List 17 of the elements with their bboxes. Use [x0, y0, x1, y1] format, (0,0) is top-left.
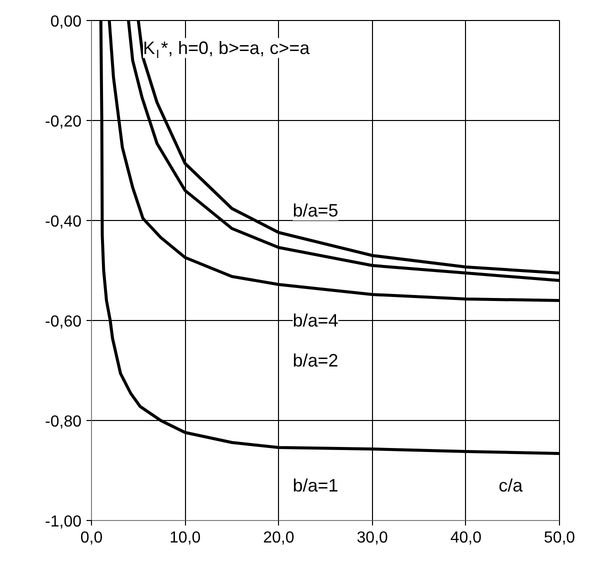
y-tick-label: -1,00 [45, 514, 82, 530]
x-tick-label: 40,0 [450, 530, 482, 546]
x-axis-title: c/a [498, 476, 524, 496]
x-tick-label: 30,0 [356, 530, 388, 546]
x-tick-label: 0,0 [80, 530, 103, 546]
annotation: b/a=4 [292, 310, 338, 330]
y-tick-label: -0,60 [45, 314, 82, 330]
x-tick-label: 20,0 [263, 530, 294, 546]
x-tick-label: 10,0 [170, 530, 201, 546]
annotation: b/a=5 [292, 200, 338, 220]
y-tick-label: 0,00 [50, 14, 82, 30]
y-tick-label: -0,40 [45, 214, 82, 230]
y-tick-label: -0,80 [45, 414, 82, 430]
x-tick-label: 50,0 [544, 530, 576, 546]
annotation: b/a=1 [292, 476, 338, 496]
annotation: b/a=2 [292, 350, 338, 370]
y-tick-label: -0,20 [45, 114, 82, 130]
